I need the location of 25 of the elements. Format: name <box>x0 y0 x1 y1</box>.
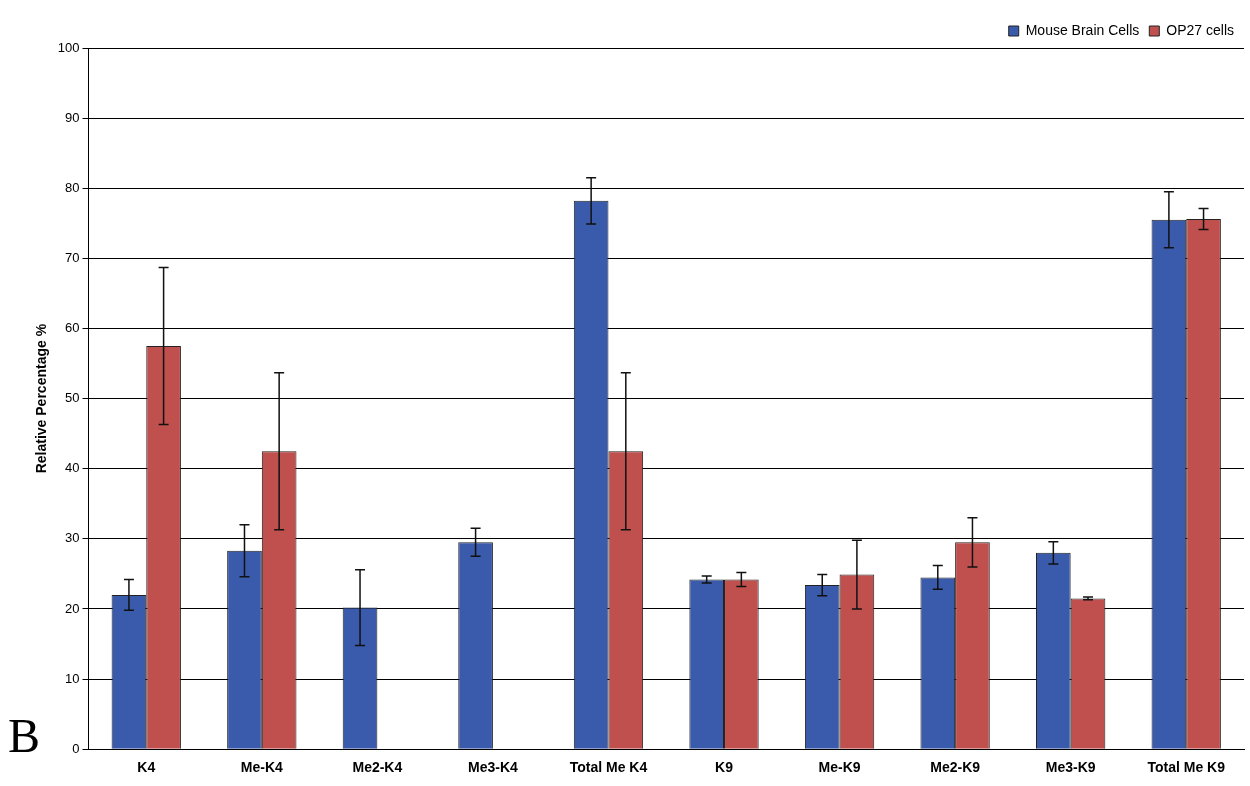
x-tick-label: Me-K4 <box>240 759 284 776</box>
text: B <box>8 708 41 762</box>
x-tick-label: K9 <box>715 759 734 776</box>
y-tick-label: 100 <box>57 39 80 55</box>
y-tick-label: 70 <box>65 249 80 265</box>
x-tick-label: Total Me K4 <box>569 759 648 776</box>
x-tick-label: Me3-K9 <box>1045 759 1096 776</box>
y-tick-label: 50 <box>65 390 80 406</box>
legend-label: OP27 cells <box>1166 21 1235 38</box>
x-tick-label: Me3-K4 <box>468 759 519 776</box>
y-axis-title: Relative Percentage % <box>33 323 50 474</box>
x-tick-label: Me2-K9 <box>930 759 981 776</box>
y-tick-label: 10 <box>65 670 80 686</box>
legend-label: Mouse Brain Cells <box>1025 21 1140 38</box>
x-tick-label: K4 <box>137 759 156 776</box>
y-tick-label: 60 <box>65 320 80 336</box>
x-tick-label: Total Me K9 <box>1147 759 1226 776</box>
y-tick-label: 40 <box>65 460 80 476</box>
x-tick-label: Me2-K4 <box>352 759 403 776</box>
x-tick-label: Me-K9 <box>818 759 861 776</box>
y-tick-label: 90 <box>65 109 80 125</box>
y-tick-label: 80 <box>65 179 80 195</box>
y-tick-label: 30 <box>65 530 80 546</box>
y-tick-label: 0 <box>72 740 80 756</box>
y-tick-label: 20 <box>65 600 80 616</box>
